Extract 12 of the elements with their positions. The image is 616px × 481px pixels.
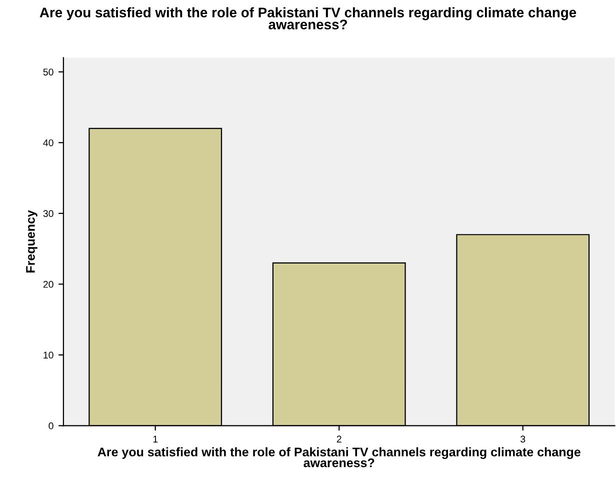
y-tick-label: 50 — [43, 68, 54, 76]
y-tick-label: 20 — [43, 280, 54, 288]
y-tick-label: 40 — [43, 139, 54, 146]
y-axis-title: Frequency — [26, 210, 38, 272]
x-axis-title: Are you satisfied with the role of Pakistani TV channels regarding climate change awareness? — [98, 447, 580, 468]
y-tick-label: 0 — [48, 422, 54, 430]
y-tick-label: 10 — [44, 352, 54, 359]
chart-title: Are you satisfied with the role of Pakistani TV channels regarding climate change awareness? — [40, 7, 576, 30]
x-tick-label: 2 — [336, 436, 342, 442]
x-tick-label: 3 — [520, 436, 526, 443]
x-tick-label: 1 — [153, 436, 158, 442]
y-tick-label: 30 — [43, 210, 54, 218]
